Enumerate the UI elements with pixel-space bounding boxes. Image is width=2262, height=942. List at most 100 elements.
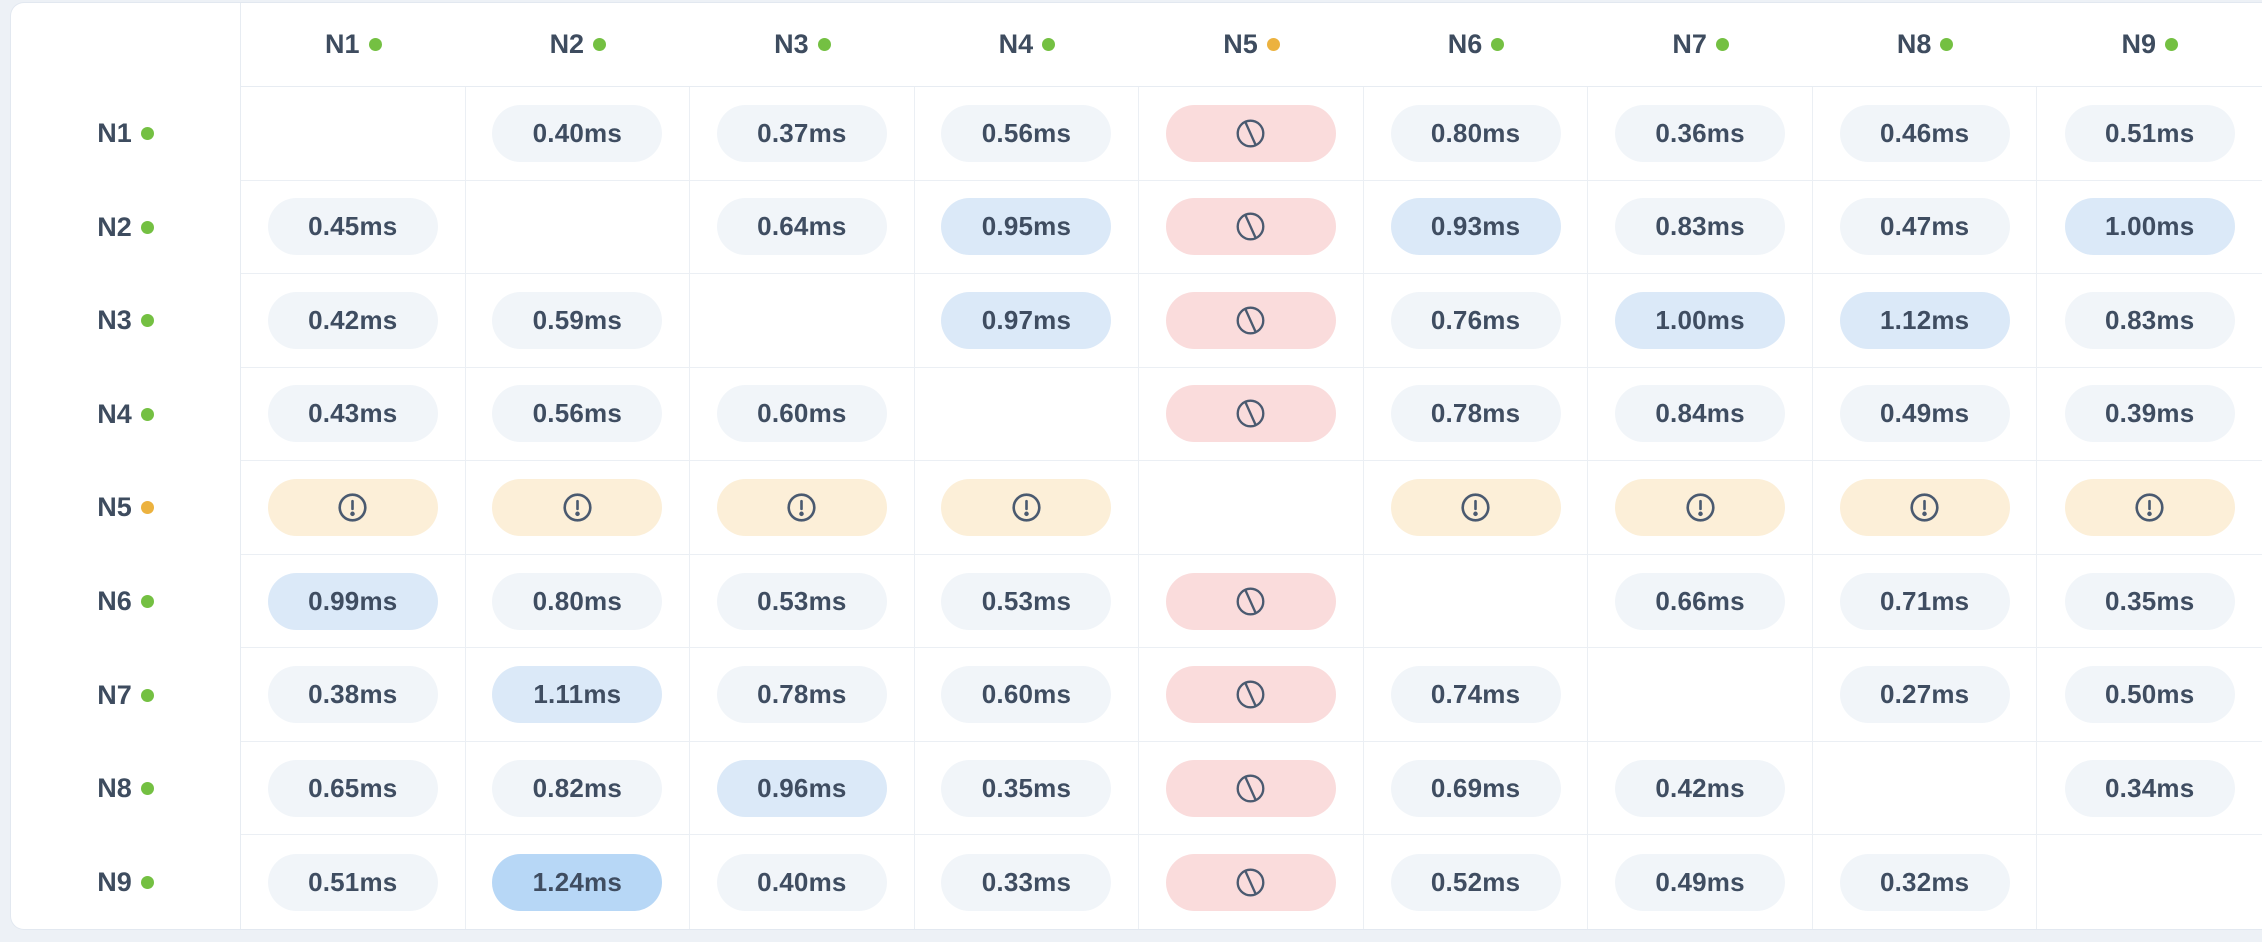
cell-n7-n6: 0.74ms [1363, 648, 1589, 742]
latency-badge: 0.84ms [1615, 385, 1786, 443]
cell-n9-n3: 0.40ms [690, 835, 915, 929]
ban-icon [1237, 868, 1265, 897]
cell-n9-n5 [1139, 835, 1364, 929]
latency-badge: 0.50ms [2064, 666, 2235, 724]
status-dot-online [2164, 38, 2178, 51]
cell-n3-n3 [690, 274, 915, 368]
ban-icon [1237, 119, 1265, 148]
ban-icon [1237, 774, 1265, 803]
latency-badge: 0.60ms [716, 385, 887, 443]
row-header-n8: N8 [11, 741, 241, 836]
latency-badge: 0.51ms [2064, 104, 2235, 162]
latency-badge: 0.56ms [941, 104, 1112, 162]
latency-badge: 1.00ms [2064, 198, 2235, 256]
column-header-label: N8 [1896, 29, 1932, 59]
status-dot-online [1042, 38, 1056, 51]
cell-n5-n9 [2037, 461, 2262, 555]
row-header-label: N4 [97, 398, 132, 429]
cell-n2-n8: 0.47ms [1812, 180, 2038, 275]
cell-n8-n9: 0.34ms [2037, 742, 2262, 836]
cell-n1-n5 [1139, 87, 1364, 181]
latency-badge: 0.35ms [2064, 572, 2235, 630]
row-header-n9: N9 [11, 835, 241, 929]
cell-n3-n8: 1.12ms [1812, 274, 2038, 368]
row-header-label: N3 [97, 305, 132, 336]
row-header-n7: N7 [11, 648, 241, 742]
column-header-label: N1 [325, 29, 360, 59]
cell-n5-n2 [465, 461, 691, 555]
column-header-label: N3 [774, 29, 809, 59]
latency-badge: 0.64ms [716, 198, 887, 256]
cell-n1-n1 [241, 87, 466, 181]
cell-n4-n7: 0.84ms [1588, 367, 1813, 462]
column-header-n4: N4 [914, 3, 1140, 87]
status-dot-online [368, 38, 382, 51]
cell-n3-n2: 0.59ms [465, 274, 691, 368]
row-header-n4: N4 [11, 367, 241, 462]
cell-n7-n4: 0.60ms [914, 648, 1140, 742]
column-header-label: N5 [1223, 29, 1258, 59]
latency-badge: 0.53ms [716, 572, 887, 630]
latency-badge: 0.43ms [267, 385, 438, 443]
cell-n6-n8: 0.71ms [1812, 554, 2038, 649]
cell-n1-n9: 0.51ms [2037, 87, 2262, 181]
warning-badge [2064, 478, 2235, 536]
cell-n6-n4: 0.53ms [914, 554, 1140, 649]
latency-badge: 0.71ms [1839, 572, 2010, 630]
latency-badge: 0.37ms [716, 104, 887, 162]
cell-n7-n2: 1.11ms [465, 648, 691, 742]
row-header-n6: N6 [11, 554, 241, 649]
cell-n7-n1: 0.38ms [241, 648, 466, 742]
row-header-label: N9 [97, 866, 132, 897]
status-dot-online [1715, 38, 1729, 51]
row-header-n3: N3 [11, 274, 241, 368]
alert-circle-icon [1012, 493, 1041, 522]
cell-n6-n1: 0.99ms [241, 554, 466, 649]
cell-n6-n3: 0.53ms [690, 554, 915, 649]
cell-n6-n5 [1139, 554, 1364, 649]
status-dot-warning [1266, 38, 1280, 51]
status-dot-online [140, 220, 154, 234]
latency-badge: 0.99ms [267, 572, 438, 630]
latency-badge: 0.74ms [1390, 666, 1561, 724]
latency-badge: 0.78ms [1390, 385, 1561, 443]
column-header-label: N9 [2121, 29, 2156, 59]
cell-n4-n2: 0.56ms [465, 367, 691, 462]
cell-n5-n4 [914, 461, 1140, 555]
cell-n3-n9: 0.83ms [2037, 274, 2262, 368]
cell-n3-n1: 0.42ms [241, 274, 466, 368]
cell-n6-n7: 0.66ms [1588, 554, 1813, 649]
column-header-n5: N5 [1139, 3, 1364, 87]
status-dot-online [1940, 38, 1954, 51]
cell-n5-n1 [241, 461, 466, 555]
cell-n9-n1: 0.51ms [241, 835, 466, 929]
column-header-label: N4 [998, 29, 1034, 59]
row-header-label: N5 [97, 492, 132, 523]
ban-icon [1237, 587, 1265, 616]
cell-n2-n1: 0.45ms [241, 180, 466, 275]
latency-badge: 0.65ms [267, 759, 438, 817]
status-dot-online [140, 875, 154, 889]
blocked-badge [1165, 759, 1336, 817]
cell-n9-n6: 0.52ms [1364, 835, 1589, 929]
ban-icon [1237, 399, 1265, 428]
ban-icon [1237, 680, 1265, 709]
cell-n6-n6 [1363, 554, 1589, 649]
cell-n3-n6: 0.76ms [1363, 274, 1589, 368]
cell-n8-n4: 0.35ms [914, 741, 1140, 836]
latency-badge: 0.59ms [492, 291, 663, 349]
latency-badge: 0.34ms [2064, 759, 2235, 817]
row-header-n1: N1 [11, 87, 241, 181]
column-header-label: N7 [1672, 29, 1707, 59]
latency-badge: 0.83ms [1615, 198, 1786, 256]
latency-badge: 1.11ms [492, 666, 663, 724]
column-header-n2: N2 [465, 3, 691, 87]
cell-n7-n8: 0.27ms [1812, 648, 2038, 742]
latency-badge: 0.51ms [267, 853, 438, 911]
status-dot-online [817, 38, 831, 51]
cell-n1-n7: 0.36ms [1588, 87, 1813, 181]
cell-n4-n9: 0.39ms [2037, 368, 2262, 462]
cell-n1-n2: 0.40ms [465, 87, 691, 181]
alert-circle-icon [2135, 493, 2164, 522]
